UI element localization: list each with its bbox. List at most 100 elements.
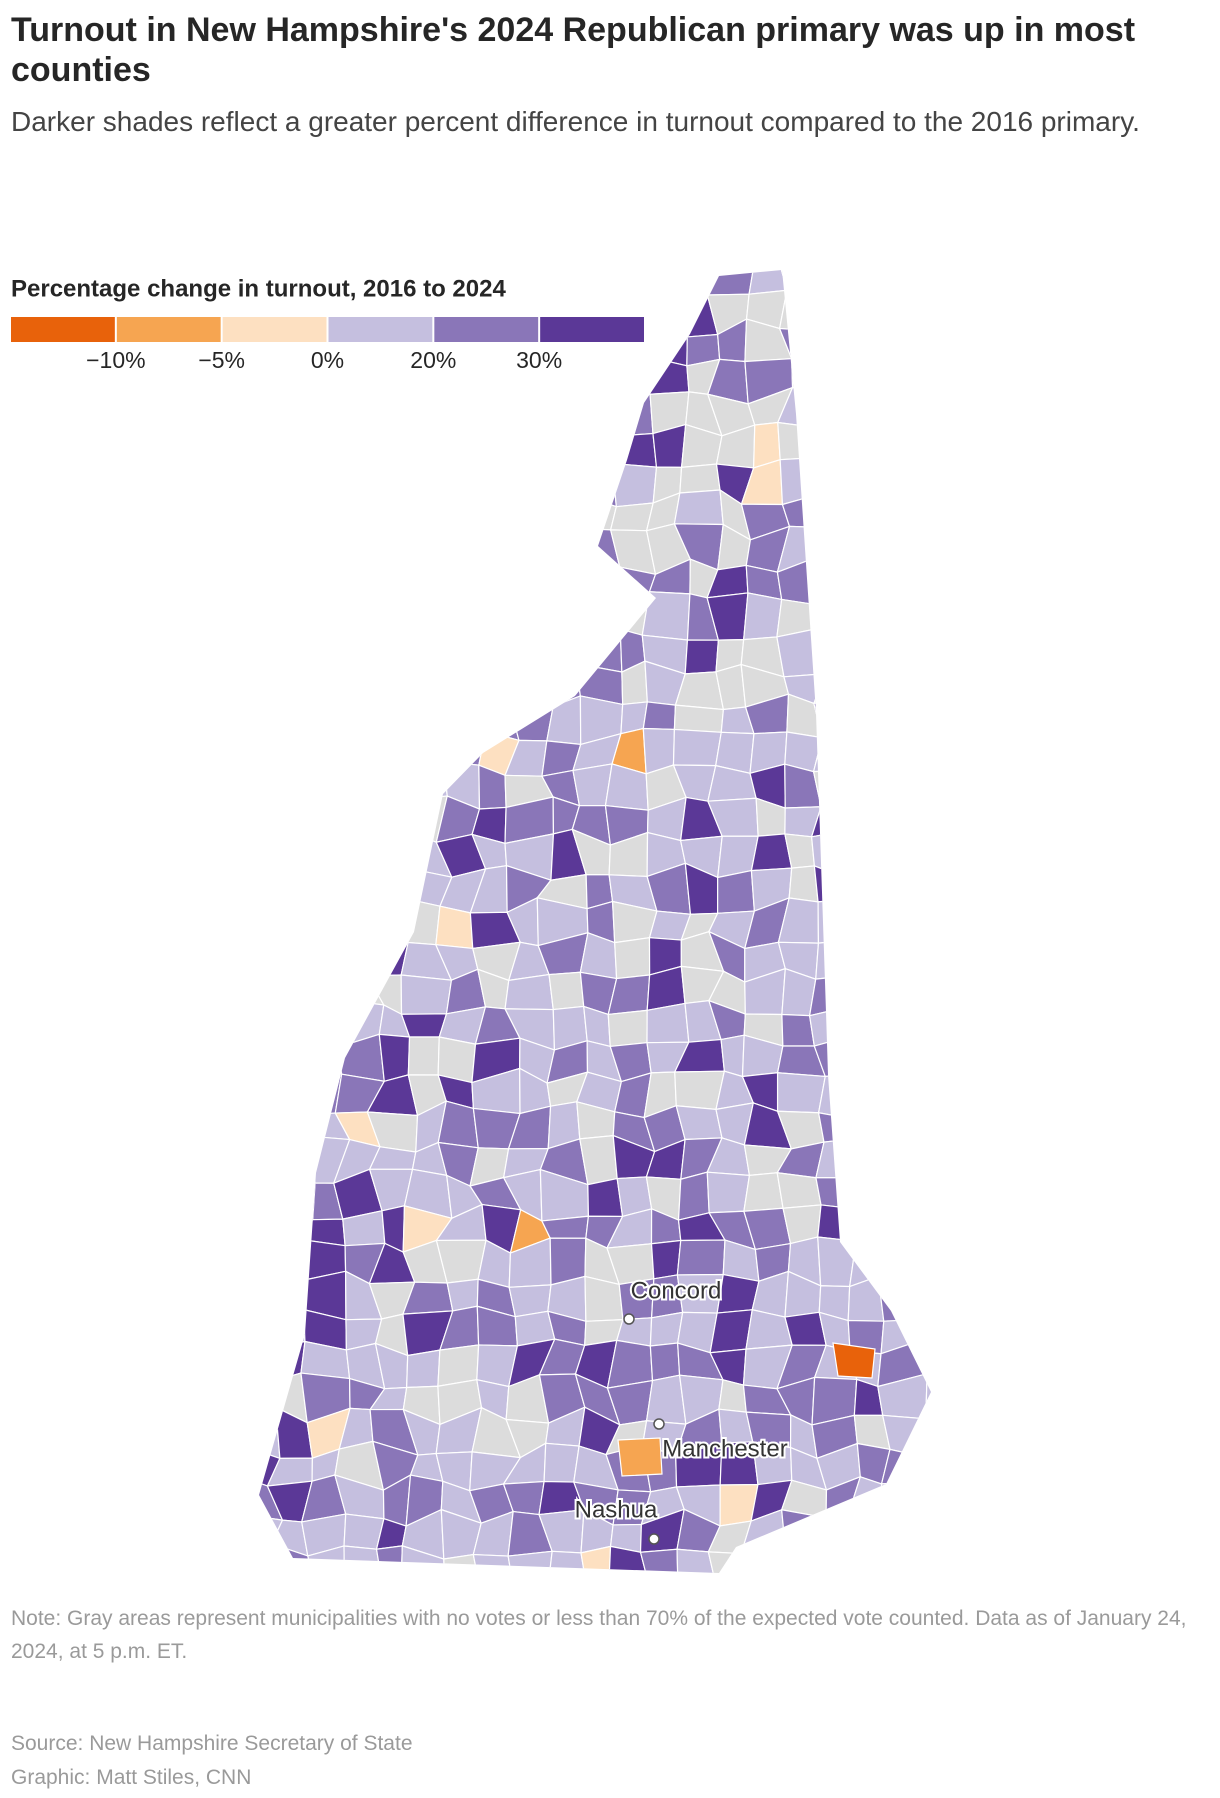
- legend-swatch: [434, 317, 539, 342]
- municipality: [401, 1579, 444, 1598]
- municipality: [779, 457, 822, 506]
- municipality: [575, 603, 622, 632]
- municipality: [673, 489, 724, 526]
- municipality: [264, 829, 304, 876]
- municipality: [948, 1409, 991, 1458]
- municipality: [540, 489, 589, 538]
- municipality: [887, 1581, 924, 1598]
- city-marker: [653, 1418, 665, 1430]
- city-marker: [648, 1533, 660, 1545]
- municipality: [308, 998, 339, 1050]
- municipality: [546, 695, 582, 746]
- municipality: [951, 561, 996, 597]
- municipality: [877, 1236, 929, 1285]
- municipality: [880, 1481, 922, 1522]
- municipality: [266, 965, 317, 1009]
- municipality: [809, 1587, 857, 1598]
- municipality: [301, 865, 350, 904]
- municipality: [570, 496, 618, 531]
- municipality: [547, 1592, 587, 1598]
- municipality: [891, 590, 923, 642]
- municipality: [910, 1144, 931, 1188]
- municipality: [372, 524, 405, 568]
- municipality: [266, 902, 311, 943]
- municipality: [479, 590, 516, 635]
- municipality: [877, 426, 923, 474]
- municipality: [268, 556, 313, 601]
- municipality: [950, 466, 997, 494]
- municipality: [259, 1283, 279, 1314]
- municipality: [280, 663, 314, 706]
- municipality: [259, 1003, 278, 1039]
- municipality: [845, 293, 894, 337]
- municipality: [911, 1000, 931, 1050]
- municipality: [298, 774, 347, 813]
- municipality: [301, 940, 352, 975]
- municipality: [950, 640, 996, 661]
- municipality: [273, 523, 310, 574]
- municipality: [307, 731, 348, 778]
- municipality: [809, 327, 856, 372]
- municipality: [813, 557, 854, 607]
- municipality: [948, 1443, 984, 1488]
- municipality: [784, 1578, 811, 1598]
- municipality: [648, 296, 688, 338]
- municipality: [305, 901, 352, 947]
- municipality: [373, 897, 409, 944]
- municipality: [446, 1278, 479, 1312]
- municipality: [259, 524, 281, 570]
- municipality: [339, 837, 384, 868]
- municipality: [473, 665, 515, 710]
- municipality: [366, 432, 413, 466]
- municipality: [945, 797, 987, 843]
- municipality: [553, 564, 587, 607]
- municipality: [951, 531, 996, 564]
- municipality: [817, 1072, 859, 1119]
- municipality: [852, 730, 890, 771]
- municipality: [707, 1551, 751, 1573]
- municipality: [479, 699, 520, 742]
- municipality: [809, 526, 861, 573]
- municipality: [650, 1239, 682, 1280]
- municipality: [676, 1239, 726, 1276]
- municipality: [434, 491, 485, 537]
- note: Note: Gray areas represent municipalitie…: [11, 1607, 1187, 1663]
- municipality: [845, 402, 884, 431]
- municipality: [304, 1046, 343, 1075]
- municipality: [955, 1378, 991, 1419]
- municipality: [469, 468, 522, 497]
- municipality: [571, 1589, 611, 1598]
- municipality: [784, 1547, 812, 1573]
- subtitle: Darker shades reflect a greater percent …: [11, 106, 1140, 137]
- municipality: [440, 1585, 485, 1598]
- municipality: [877, 1275, 929, 1322]
- municipality: [876, 1040, 927, 1085]
- municipality: [607, 1009, 648, 1048]
- municipality: [400, 761, 448, 802]
- municipality: [876, 1135, 928, 1173]
- municipality: [954, 1069, 995, 1106]
- municipality: [406, 1349, 441, 1389]
- municipality: [369, 664, 419, 707]
- municipality: [776, 1172, 822, 1209]
- municipality: [577, 564, 621, 607]
- municipality: [886, 1209, 925, 1250]
- municipality: [888, 295, 925, 337]
- municipality: [850, 1547, 888, 1573]
- municipality: [546, 599, 587, 632]
- municipality: [948, 1547, 994, 1590]
- cities: Concord Manchester Nashua: [573, 1275, 790, 1545]
- municipality: [954, 1477, 984, 1527]
- legend-tick-label: −5%: [198, 347, 245, 373]
- municipality: [605, 354, 651, 405]
- municipality: [333, 602, 381, 640]
- municipality: [817, 1204, 857, 1242]
- municipality: [781, 1013, 815, 1047]
- municipality: [404, 698, 451, 736]
- municipality: [853, 699, 890, 737]
- municipality: [639, 1548, 679, 1573]
- municipality: [876, 1005, 927, 1050]
- municipality: [845, 1170, 889, 1212]
- municipality: [259, 658, 282, 708]
- municipality: [609, 502, 654, 532]
